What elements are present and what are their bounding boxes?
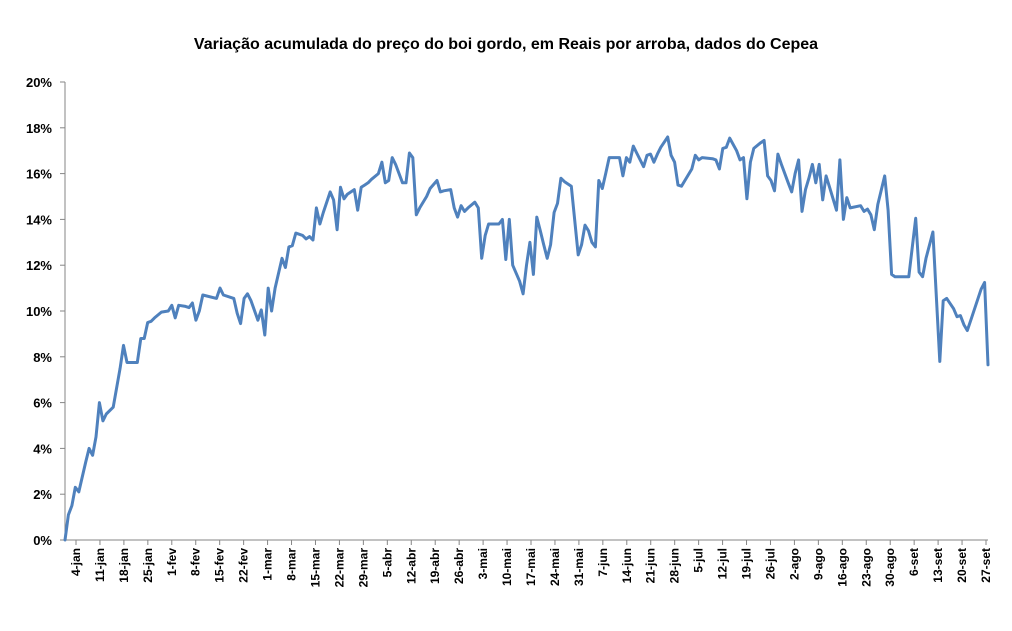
x-tick-label: 29-mar <box>356 548 370 588</box>
x-tick-label: 22-mar <box>332 548 346 588</box>
x-tick-label: 7-jun <box>596 548 610 577</box>
x-tick-label: 25-jan <box>141 548 155 583</box>
x-tick-label: 26-jul <box>763 548 777 579</box>
series-line <box>63 135 990 542</box>
series-layer <box>63 135 990 542</box>
x-tick-label: 11-jan <box>93 548 107 582</box>
x-tick-label: 27-set <box>979 548 993 583</box>
y-tick-label: 10% <box>26 304 52 319</box>
y-tick-label: 20% <box>26 75 52 90</box>
y-tick-label: 4% <box>33 441 52 456</box>
x-tick-label: 19-abr <box>428 548 442 584</box>
x-tick-label: 30-ago <box>883 548 897 587</box>
x-tick-label: 3-mai <box>476 548 490 579</box>
chart-title: Variação acumulada do preço do boi gordo… <box>193 36 819 53</box>
x-tick-label: 20-set <box>955 548 969 583</box>
x-tick-label: 13-set <box>931 548 945 583</box>
y-tick-label: 14% <box>26 212 52 227</box>
x-tick-label: 28-jun <box>668 548 682 583</box>
x-tick-label: 9-ago <box>811 548 825 580</box>
x-tick-label: 1-fev <box>165 548 179 576</box>
x-tick-label: 23-ago <box>859 548 873 587</box>
x-tick-label: 31-mai <box>572 548 586 586</box>
x-axis: 4-jan 11-jan 18-jan 25-jan 1-fev 8-fev 15-fev 2… <box>65 539 993 588</box>
x-tick-label: 15-fev <box>213 548 227 583</box>
y-tick-label: 0% <box>33 533 52 548</box>
y-tick-label: 12% <box>26 258 52 273</box>
y-tick-label: 6% <box>33 396 52 411</box>
x-tick-label: 10-mai <box>500 548 514 586</box>
x-tick-label: 8-fev <box>189 548 203 576</box>
x-tick-label: 17-mai <box>524 548 538 586</box>
x-tick-label: 18-jan <box>117 548 131 583</box>
x-tick-label: 12-jul <box>716 548 730 579</box>
x-tick-label: 19-jul <box>740 548 754 579</box>
y-tick-label: 2% <box>33 487 52 502</box>
y-axis: 0% 2% 4% 6% 8% 10% 12% 14% 16% 18% 20% <box>26 75 66 548</box>
y-tick-label: 18% <box>26 121 52 136</box>
x-tick-label: 2-ago <box>787 548 801 580</box>
x-tick-label: 22-fev <box>237 548 251 583</box>
x-tick-label: 14-jun <box>620 548 634 583</box>
y-tick-label: 8% <box>33 350 52 365</box>
x-tick-label: 4-jan <box>69 548 83 576</box>
x-tick-label: 24-mai <box>548 548 562 586</box>
x-tick-label: 5-abr <box>380 548 394 578</box>
x-tick-label: 26-abr <box>452 548 466 584</box>
x-tick-label: 12-abr <box>404 548 418 584</box>
y-tick-label: 16% <box>26 167 52 182</box>
x-tick-label: 15-mar <box>308 548 322 588</box>
x-tick-label: 6-set <box>907 548 921 576</box>
x-tick-label: 16-ago <box>835 548 849 587</box>
x-tick-label: 1-mar <box>261 548 275 581</box>
x-tick-label: 5-jul <box>692 548 706 573</box>
x-tick-label: 8-mar <box>285 548 299 581</box>
x-tick-label: 21-jun <box>644 548 658 583</box>
